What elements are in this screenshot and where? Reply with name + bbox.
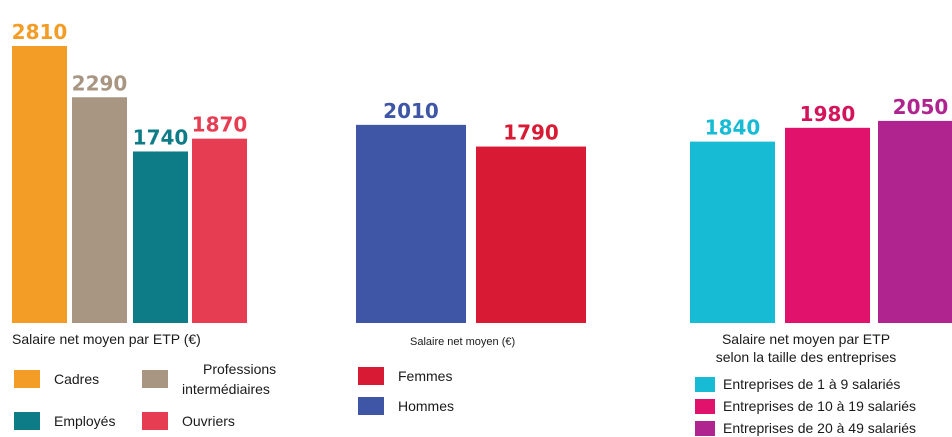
bar-entreprises-de-10-a-19-salaries (785, 127, 870, 323)
legend-label-cadres: Cadres (54, 370, 100, 387)
bar-chart-sexe: 2010 1790 (356, 99, 586, 324)
legend-item-cadres: Cadres (14, 370, 99, 388)
value-label-professions-intermediaires: 2290 (72, 71, 128, 95)
legend-swatch-employes (14, 412, 40, 430)
value-label-femmes: 1790 (503, 121, 559, 145)
value-label-hommes: 2010 (383, 99, 439, 123)
bar-hommes (356, 124, 466, 324)
legend-swatch-20-49 (695, 421, 715, 436)
bar-ouvriers (192, 138, 247, 323)
legend-swatch-ouvriers (142, 412, 168, 430)
value-label-ouvriers: 1870 (192, 113, 248, 137)
value-label-employes: 1740 (133, 125, 189, 149)
axis-title-sexe: Salaire net moyen (€) (410, 336, 516, 348)
legend-item-femmes: Femmes (358, 367, 452, 385)
legend-item-hommes: Hommes (358, 397, 454, 415)
chart-panel-csp: 2810 2290 1740 1870 Salaire net moyen par E… (0, 0, 276, 437)
legend-item-employes: Employés (14, 412, 115, 430)
legend-label-10-19: Entreprises de 10 à 19 salariés (723, 398, 916, 414)
legend-swatch-hommes (358, 397, 384, 415)
legend-swatch-10-19 (695, 399, 715, 414)
legend-swatch-professions-intermediaires (142, 370, 168, 388)
legend-item-20-49: Entreprises de 20 à 49 salariés (695, 420, 916, 437)
legend-label-ouvriers: Ouvriers (182, 412, 235, 429)
legend-label-employes: Employés (54, 412, 116, 429)
value-label-entreprises-de-20-a-49-salaries: 2050 (893, 95, 949, 119)
value-label-entreprises-de-10-a-19-salaries: 1980 (800, 102, 856, 126)
bar-entreprises-de-1-a-9-salaries (690, 141, 775, 323)
axis-title-csp: Salaire net moyen par ETP (€) (12, 331, 201, 347)
bar-employes (133, 151, 188, 323)
chart-panel-taille: 1840 1980 2050 Salaire net moyen par ETP s… (680, 0, 952, 437)
legend-item-1-9: Entreprises de 1 à 9 salariés (695, 376, 900, 393)
legend-item-10-19: Entreprises de 10 à 19 salariés (695, 398, 916, 415)
bar-femmes (476, 146, 586, 323)
legend-swatch-cadres (14, 370, 40, 388)
bar-entreprises-de-20-a-49-salaries (878, 120, 952, 323)
legend-swatch-1-9 (695, 377, 715, 392)
chart-panel-sexe: 2010 1790 Salaire net moyen (€) Femmes Ho… (340, 0, 600, 437)
axis-title-taille: Salaire net moyen par ETP selon la taill… (715, 331, 897, 365)
legend-label-professions-intermediaires: Professions intermédiaires (182, 361, 277, 397)
value-label-cadres: 2810 (12, 20, 68, 44)
legend-swatch-femmes (358, 367, 384, 385)
bar-cadres (12, 46, 67, 323)
bar-chart-taille: 1840 1980 2050 (690, 95, 952, 323)
legend-label-1-9: Entreprises de 1 à 9 salariés (723, 376, 901, 392)
legend-label-hommes: Hommes (398, 397, 455, 414)
legend-item-professions-intermediaires: Professions intermédiaires (142, 359, 294, 399)
value-label-entreprises-de-1-a-9-salaries: 1840 (705, 116, 761, 140)
legend-label-20-49: Entreprises de 20 à 49 salariés (723, 420, 916, 436)
bar-professions-intermediaires (72, 97, 127, 323)
legend-label-femmes: Femmes (398, 367, 453, 384)
legend-item-ouvriers: Ouvriers (142, 412, 235, 430)
